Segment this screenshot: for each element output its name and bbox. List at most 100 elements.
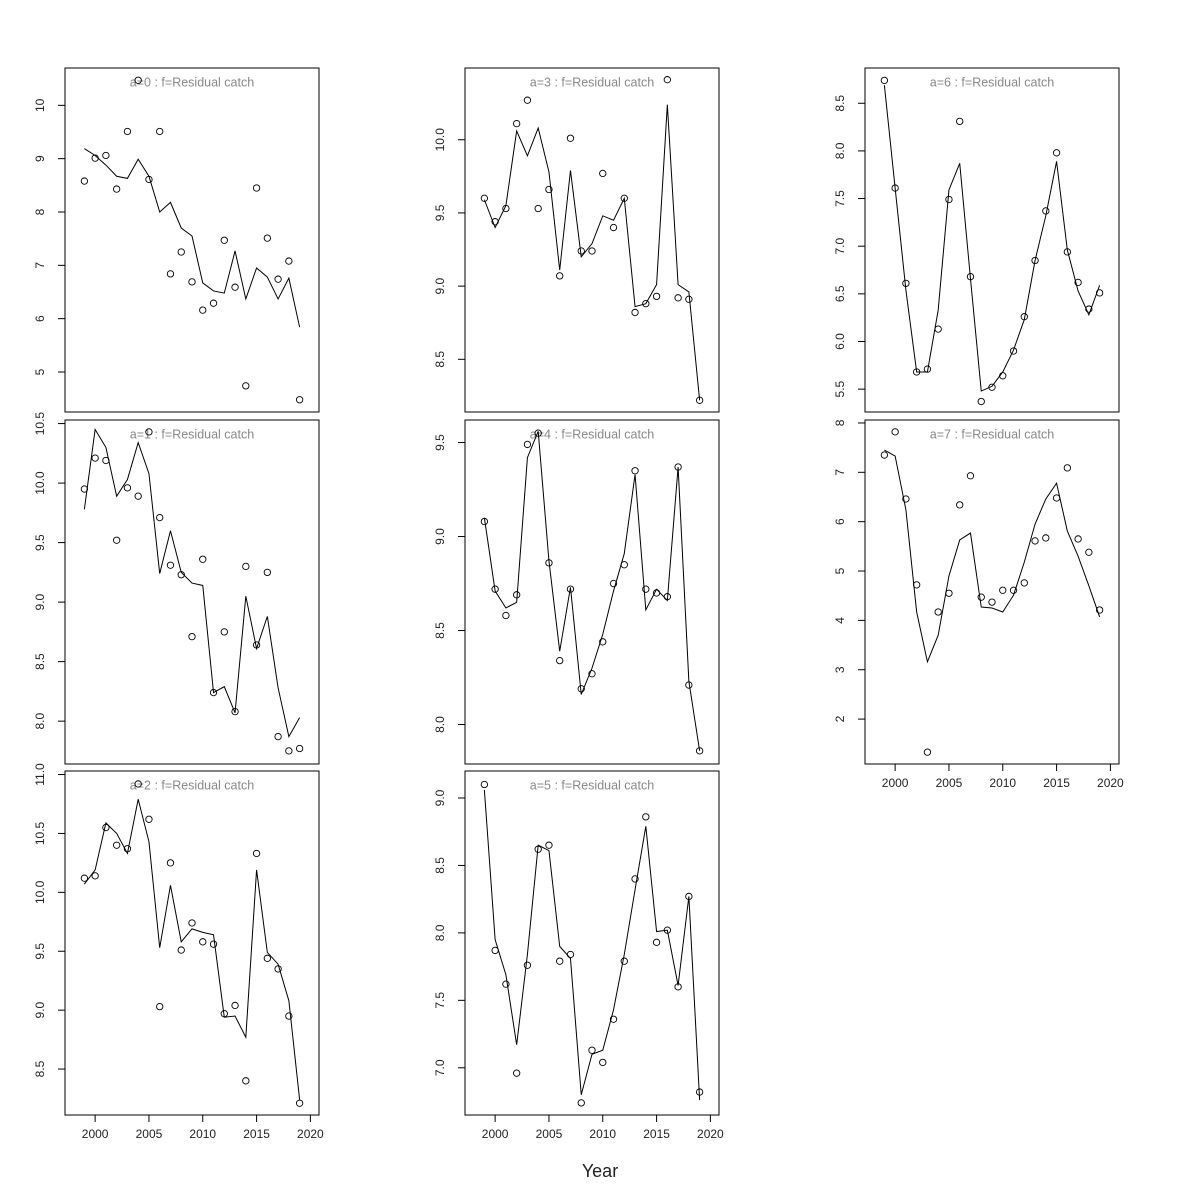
data-point xyxy=(1052,149,1061,157)
data-point xyxy=(480,194,489,202)
data-point xyxy=(220,628,228,636)
x-tick-label: 2010 xyxy=(589,1127,616,1141)
y-tick-label: 8.5 xyxy=(833,95,847,112)
y-tick-label: 7.5 xyxy=(833,190,847,207)
y-tick-label: 7 xyxy=(833,469,847,476)
y-tick-label: 9.5 xyxy=(33,943,47,960)
plot-frame xyxy=(64,770,320,1116)
data-point xyxy=(523,961,532,969)
y-tick-label: 8.5 xyxy=(433,622,447,639)
data-point xyxy=(545,841,553,849)
y-tick-label: 8.0 xyxy=(33,712,47,729)
data-point xyxy=(295,744,304,753)
y-tick-label: 2 xyxy=(833,715,847,722)
data-point xyxy=(1074,535,1082,543)
fitted-line xyxy=(83,428,301,739)
data-point xyxy=(1085,305,1093,313)
x-tick-label: 2000 xyxy=(482,1127,509,1141)
data-point xyxy=(263,954,271,962)
data-point xyxy=(880,451,889,459)
data-point xyxy=(156,1002,164,1011)
data-point xyxy=(102,151,110,160)
plot-frame xyxy=(464,67,720,413)
data-point xyxy=(513,1069,521,1077)
fitted-line xyxy=(884,449,1101,664)
data-point xyxy=(502,611,510,620)
data-point xyxy=(631,875,639,883)
data-point xyxy=(588,1046,596,1054)
data-point xyxy=(999,586,1007,594)
y-tick-label: 9.0 xyxy=(433,789,447,806)
data-point xyxy=(188,278,196,286)
data-point xyxy=(1074,278,1082,287)
y-tick-label: 9 xyxy=(33,155,47,162)
data-point xyxy=(134,76,142,84)
data-point xyxy=(199,938,207,946)
data-point xyxy=(156,127,164,136)
data-point xyxy=(1020,579,1028,587)
data-point xyxy=(285,1012,293,1020)
data-point xyxy=(491,585,499,593)
data-point xyxy=(295,1099,304,1107)
x-tick-label: 2005 xyxy=(136,1127,163,1141)
data-point xyxy=(566,134,575,142)
data-point xyxy=(523,440,532,449)
data-point xyxy=(977,397,985,406)
data-point xyxy=(556,656,564,665)
y-tick-label: 9.0 xyxy=(433,528,447,545)
y-tick-label: 9.5 xyxy=(433,434,447,451)
data-point xyxy=(891,428,899,436)
data-point xyxy=(242,562,250,571)
y-tick-label: 9.0 xyxy=(33,1001,47,1018)
data-point xyxy=(285,257,293,265)
data-point xyxy=(113,185,121,193)
data-point xyxy=(177,248,185,256)
panel-title: a=2 : f=Residual catch xyxy=(130,778,254,792)
data-point xyxy=(1085,548,1093,556)
data-point xyxy=(609,579,618,588)
y-tick-label: 8.0 xyxy=(433,716,447,733)
data-point xyxy=(177,946,185,954)
fitted-line xyxy=(83,799,301,1100)
data-point xyxy=(188,632,196,641)
x-tick-label: 2015 xyxy=(1043,776,1070,790)
plot-frame xyxy=(864,67,1120,413)
data-point xyxy=(880,76,889,85)
data-point xyxy=(1009,586,1018,594)
data-point xyxy=(134,780,142,788)
data-point xyxy=(663,76,671,84)
data-point xyxy=(674,294,682,302)
data-point xyxy=(923,748,932,756)
y-tick-label: 6 xyxy=(33,315,47,322)
data-point xyxy=(631,308,639,317)
data-point xyxy=(123,484,132,492)
data-point xyxy=(956,117,964,126)
x-tick-label: 2020 xyxy=(297,1127,324,1141)
y-tick-label: 8.0 xyxy=(833,142,847,159)
data-point xyxy=(523,96,532,104)
panel-title: a=3 : f=Residual catch xyxy=(530,75,654,89)
data-point xyxy=(999,372,1007,380)
data-point xyxy=(274,732,282,741)
data-point xyxy=(652,292,661,301)
y-tick-label: 6.5 xyxy=(833,285,847,302)
data-point xyxy=(231,1001,239,1010)
data-point xyxy=(252,184,261,192)
data-point xyxy=(599,169,607,178)
data-point xyxy=(685,295,693,303)
data-point xyxy=(156,513,164,522)
data-point xyxy=(1095,606,1104,614)
data-point xyxy=(599,1058,607,1067)
y-tick-label: 9.0 xyxy=(33,593,47,610)
panel-title: a=4 : f=Residual catch xyxy=(530,427,654,441)
data-point xyxy=(977,593,985,601)
data-point xyxy=(620,957,628,965)
data-point xyxy=(966,472,975,480)
plot-frame xyxy=(864,419,1120,765)
x-tick-label: 2020 xyxy=(697,1127,724,1141)
data-point xyxy=(534,204,542,213)
y-tick-label: 10 xyxy=(33,98,47,112)
data-point xyxy=(609,1015,618,1023)
data-point xyxy=(956,501,964,509)
x-tick-label: 2020 xyxy=(1097,776,1124,790)
